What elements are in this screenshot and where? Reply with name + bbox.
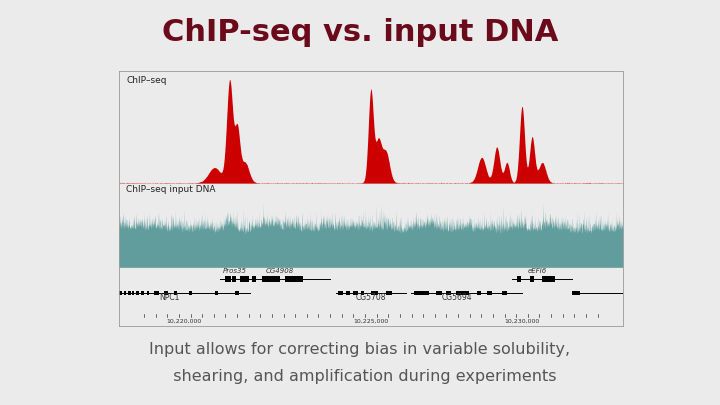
Bar [124, 291, 127, 295]
Bar [215, 291, 217, 295]
Bar [361, 291, 364, 295]
Bar [346, 291, 350, 295]
Text: shearing, and amplification during experiments: shearing, and amplification during exper… [163, 369, 557, 384]
Text: Pros35: Pros35 [222, 269, 247, 275]
Bar [189, 291, 192, 295]
Bar [252, 277, 256, 281]
Text: ChIP–seq input DNA: ChIP–seq input DNA [127, 185, 216, 194]
Text: NPC1: NPC1 [159, 293, 179, 302]
Text: 10,230,000: 10,230,000 [505, 319, 539, 324]
Text: CG5708: CG5708 [356, 293, 386, 302]
Text: eEFI6: eEFI6 [528, 269, 546, 275]
Bar [371, 291, 379, 295]
Bar [456, 291, 469, 295]
Bar [285, 277, 302, 281]
Bar [128, 291, 131, 295]
Bar [446, 291, 451, 295]
Bar [386, 291, 392, 295]
Text: 10,225,000: 10,225,000 [354, 319, 388, 324]
Bar [477, 291, 481, 295]
Bar [529, 277, 534, 281]
Bar [502, 291, 507, 295]
Bar [174, 291, 177, 295]
Bar [119, 291, 122, 295]
Bar [487, 291, 492, 295]
Bar [572, 291, 580, 295]
Bar [132, 291, 135, 295]
Bar [353, 291, 359, 295]
Bar [225, 277, 230, 281]
Text: CG4908: CG4908 [266, 269, 294, 275]
Text: Input allows for correcting bias in variable solubility,: Input allows for correcting bias in vari… [150, 342, 570, 357]
Bar [517, 277, 521, 281]
Bar [262, 277, 280, 281]
Bar [240, 277, 249, 281]
Bar [137, 291, 140, 295]
Bar [154, 291, 159, 295]
Bar [338, 291, 343, 295]
Bar [142, 291, 144, 295]
Text: ChIP–seq: ChIP–seq [127, 77, 167, 85]
Bar [147, 291, 148, 295]
Bar [164, 291, 168, 295]
Text: 10,220,000: 10,220,000 [167, 319, 202, 324]
Text: CG5694: CG5694 [441, 293, 472, 302]
Bar [413, 291, 429, 295]
Bar [542, 277, 554, 281]
Text: ChIP-seq vs. input DNA: ChIP-seq vs. input DNA [162, 18, 558, 47]
Bar [436, 291, 442, 295]
Bar [235, 291, 239, 295]
Bar [232, 277, 236, 281]
